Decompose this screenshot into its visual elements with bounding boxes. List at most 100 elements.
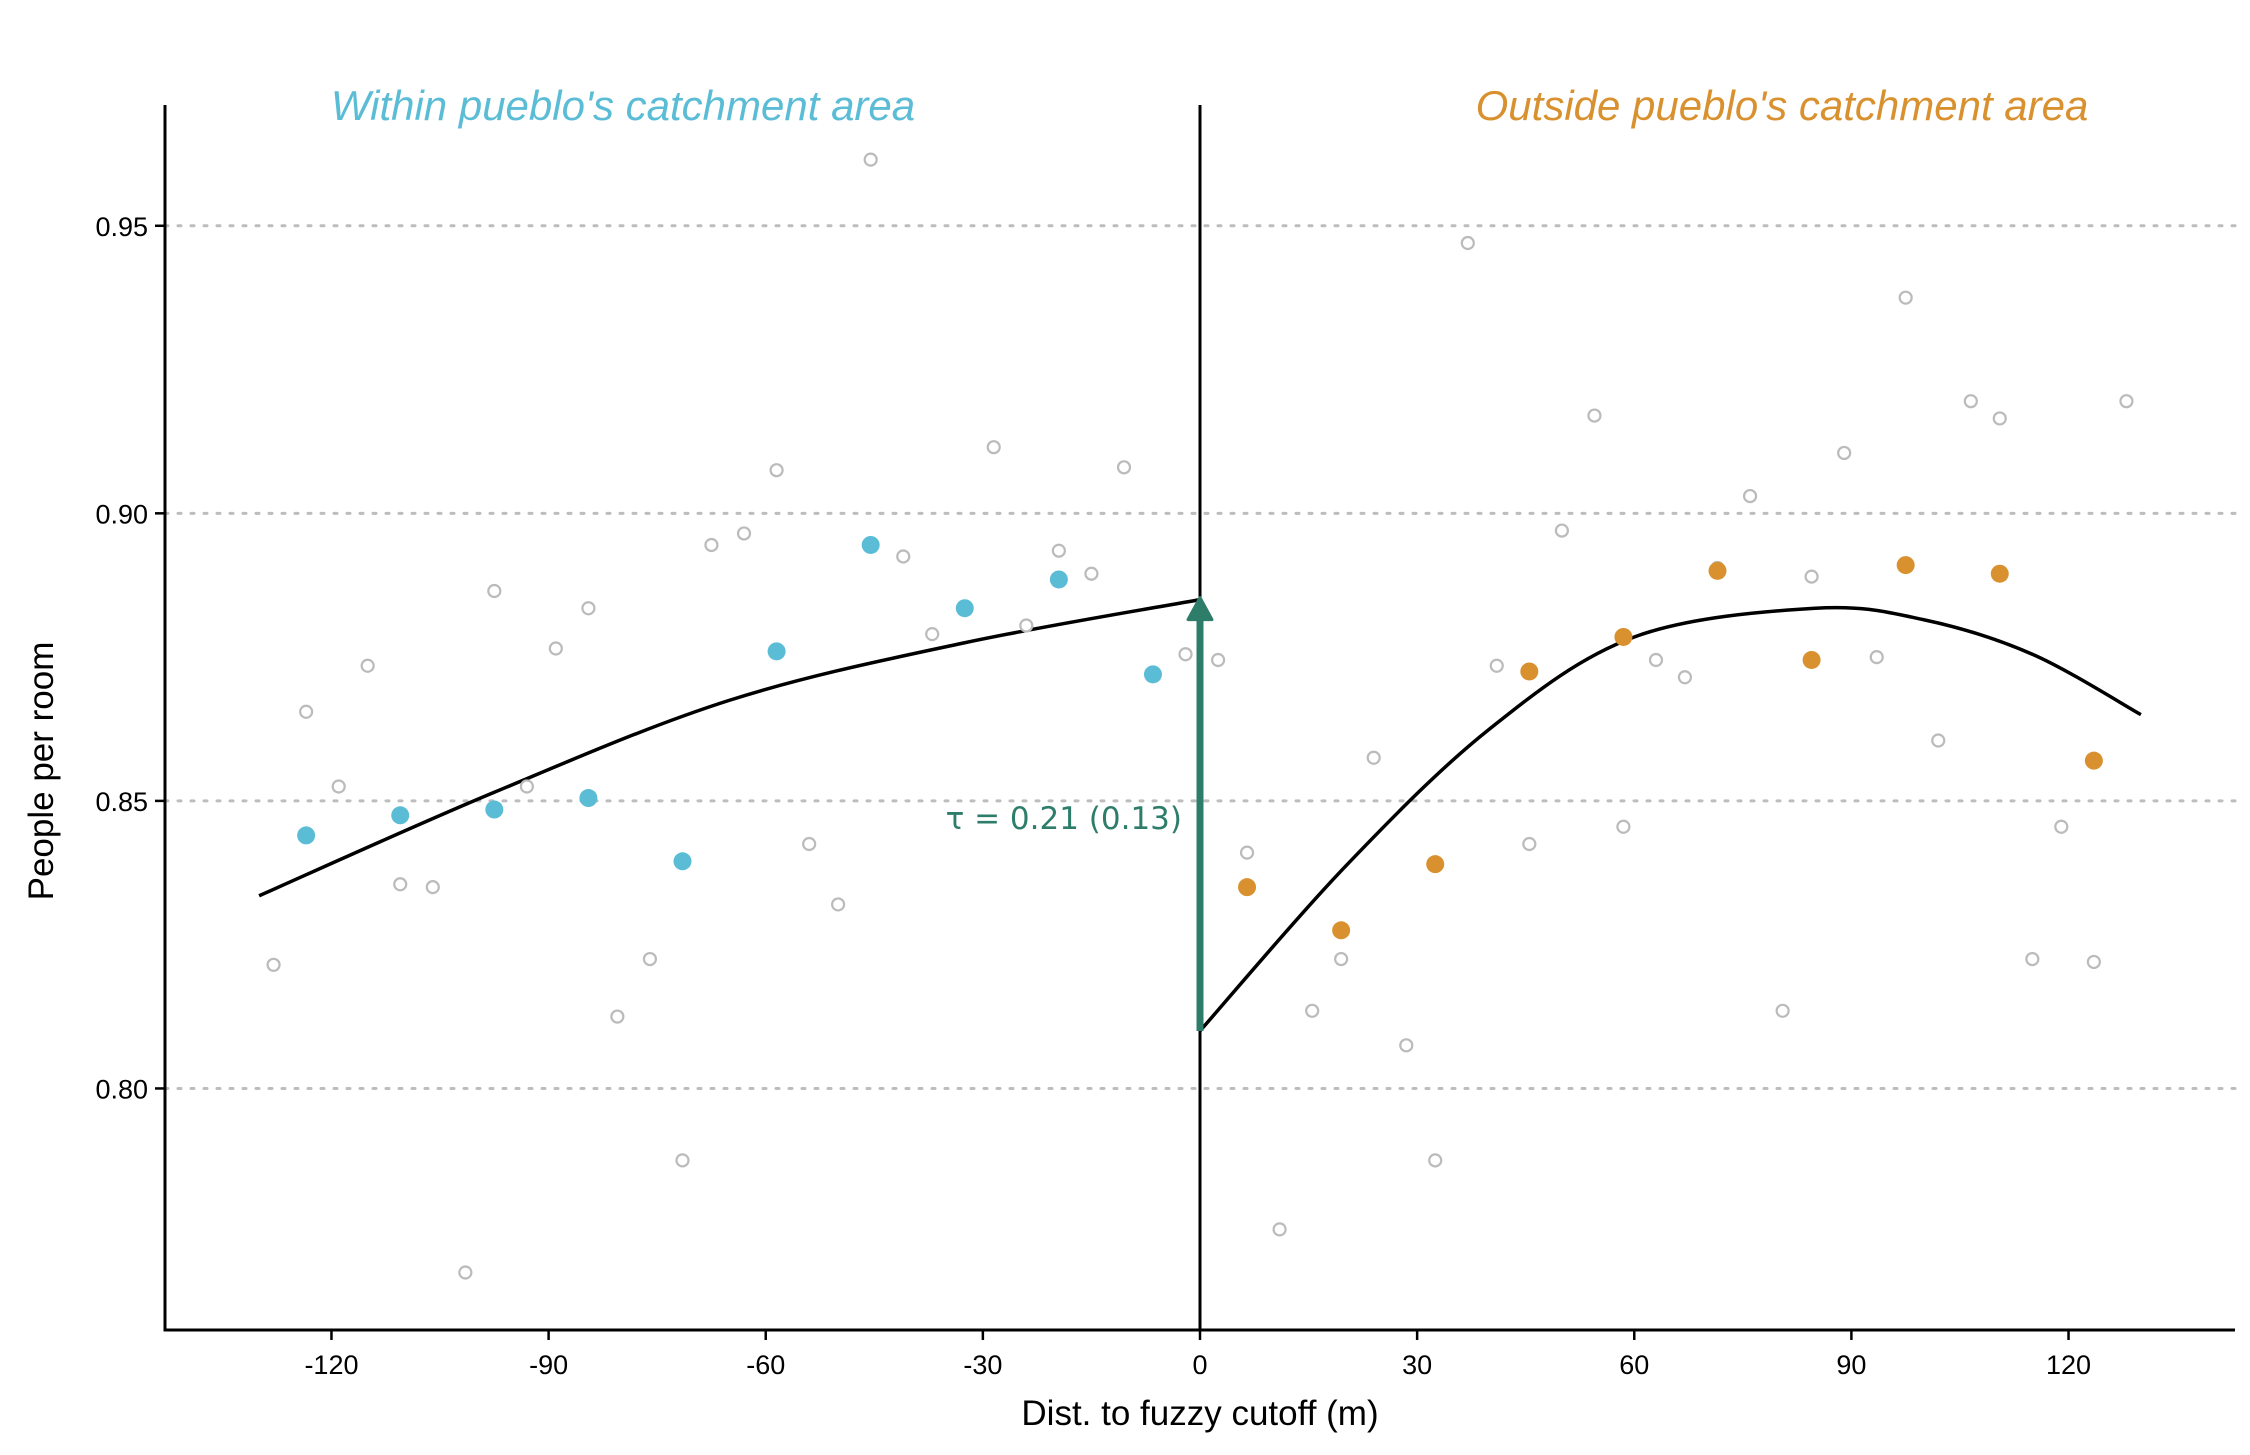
- raw-point-26: [1116, 460, 1132, 475]
- y-tick-label-0.80: 0.80: [95, 1074, 148, 1104]
- raw-point-40: [1616, 819, 1631, 834]
- raw-point-52: [1992, 411, 2007, 426]
- x-tick-label-60: 60: [1619, 1350, 1649, 1380]
- binned-left-point-8: [1049, 570, 1068, 589]
- raw-point-35: [1460, 235, 1475, 251]
- y-axis-title: People per room: [22, 642, 61, 901]
- raw-point-6: [425, 880, 440, 895]
- binned-points: [297, 535, 2103, 940]
- binned-left-point-1: [391, 806, 410, 825]
- effect-arrow: [1186, 596, 1214, 1031]
- raw-point-22: [986, 440, 1001, 455]
- raw-point-55: [2086, 954, 2101, 970]
- raw-point-39: [1587, 408, 1602, 423]
- raw-points: [266, 152, 2134, 1280]
- raw-point-8: [487, 583, 502, 599]
- left-region-label: Within pueblo's catchment area: [331, 82, 915, 129]
- binned-left-point-0: [297, 826, 316, 845]
- raw-point-36: [1489, 658, 1504, 673]
- binned-left-point-5: [767, 642, 786, 661]
- raw-point-47: [1837, 445, 1852, 461]
- binned-right-point-3: [1520, 662, 1539, 681]
- x-tick-label-30: 30: [1402, 1350, 1432, 1380]
- effect-annotation: τ = 0.21 (0.13): [946, 801, 1182, 837]
- x-axis-title: Dist. to fuzzy cutoff (m): [1021, 1394, 1378, 1433]
- raw-point-20: [896, 549, 911, 564]
- raw-point-25: [1084, 566, 1099, 581]
- binned-left-point-9: [1143, 665, 1162, 684]
- raw-point-10: [548, 641, 563, 656]
- raw-point-41: [1648, 652, 1664, 668]
- raw-point-2: [299, 704, 314, 719]
- raw-point-33: [1399, 1038, 1414, 1053]
- raw-point-9: [519, 779, 534, 794]
- raw-point-38: [1554, 523, 1569, 538]
- raw-point-11: [581, 601, 596, 616]
- raw-point-16: [736, 526, 752, 541]
- right-region-label: Outside pueblo's catchment area: [1476, 82, 2089, 129]
- raw-point-50: [1931, 733, 1946, 748]
- x-tick-label--30: -30: [963, 1350, 1002, 1380]
- raw-point-4: [360, 658, 375, 673]
- x-tick-label-90: 90: [1836, 1350, 1866, 1380]
- x-tick-label--120: -120: [304, 1350, 358, 1380]
- raw-point-28: [1210, 652, 1226, 668]
- binned-left-point-7: [955, 599, 974, 618]
- raw-point-13: [642, 951, 658, 967]
- raw-point-37: [1522, 836, 1537, 852]
- binned-left-point-2: [485, 800, 504, 819]
- raw-point-31: [1334, 951, 1349, 967]
- binned-left-point-6: [861, 535, 880, 554]
- x-tick-label-0: 0: [1192, 1350, 1207, 1380]
- x-tick-label--90: -90: [529, 1350, 568, 1380]
- raw-point-1: [266, 957, 281, 972]
- raw-point-0: [863, 152, 878, 167]
- effect-arrow-head: [1186, 596, 1214, 622]
- fit-line-left: [258, 597, 1201, 898]
- raw-point-27: [1178, 647, 1193, 662]
- raw-point-32: [1366, 750, 1381, 765]
- y-tick-label-0.85: 0.85: [95, 787, 148, 817]
- raw-point-45: [1775, 1003, 1790, 1018]
- raw-point-5: [393, 877, 408, 892]
- raw-point-15: [704, 537, 719, 553]
- raw-point-53: [2025, 951, 2040, 967]
- raw-point-30: [1305, 1003, 1320, 1018]
- raw-point-48: [1869, 650, 1884, 665]
- raw-point-42: [1677, 670, 1693, 685]
- fit-line-right: [1198, 605, 2142, 1033]
- raw-point-23: [1019, 618, 1034, 633]
- binned-right-point-1: [1332, 921, 1351, 940]
- raw-point-19: [831, 897, 846, 912]
- binned-right-point-7: [1896, 556, 1915, 575]
- binned-right-point-6: [1802, 650, 1821, 669]
- binned-right-point-0: [1238, 878, 1257, 897]
- raw-point-17: [769, 463, 784, 478]
- raw-point-29: [1239, 845, 1255, 860]
- y-tick-label-0.90: 0.90: [95, 499, 148, 529]
- raw-point-51: [1963, 394, 1978, 409]
- raw-point-24: [1051, 543, 1066, 558]
- raw-point-56: [2119, 394, 2134, 409]
- binned-right-point-8: [1990, 564, 2009, 583]
- raw-point-44: [1742, 488, 1758, 504]
- binned-right-point-2: [1426, 855, 1445, 874]
- raw-point-54: [2054, 819, 2069, 834]
- binned-right-point-4: [1614, 627, 1633, 646]
- raw-point-3: [331, 779, 346, 794]
- raw-point-46: [1804, 569, 1819, 584]
- binned-right-point-5: [1708, 561, 1727, 580]
- fit-lines: [258, 597, 2142, 1033]
- raw-point-49: [1898, 290, 1913, 305]
- y-axis-ticks: 0.80 0.85 0.90 0.95: [95, 212, 165, 1104]
- binned-left-point-3: [579, 789, 598, 808]
- x-tick-label-120: 120: [2046, 1350, 2091, 1380]
- raw-point-57: [1272, 1222, 1287, 1237]
- x-axis-ticks: -120 -90 -60 -30 0 30 60 90 120: [304, 1330, 2091, 1380]
- raw-point-34: [1428, 1153, 1443, 1168]
- binned-right-point-9: [2084, 751, 2103, 770]
- raw-point-7: [458, 1265, 473, 1280]
- y-tick-label-0.95: 0.95: [95, 212, 148, 242]
- raw-point-18: [802, 836, 817, 852]
- raw-point-14: [675, 1153, 690, 1168]
